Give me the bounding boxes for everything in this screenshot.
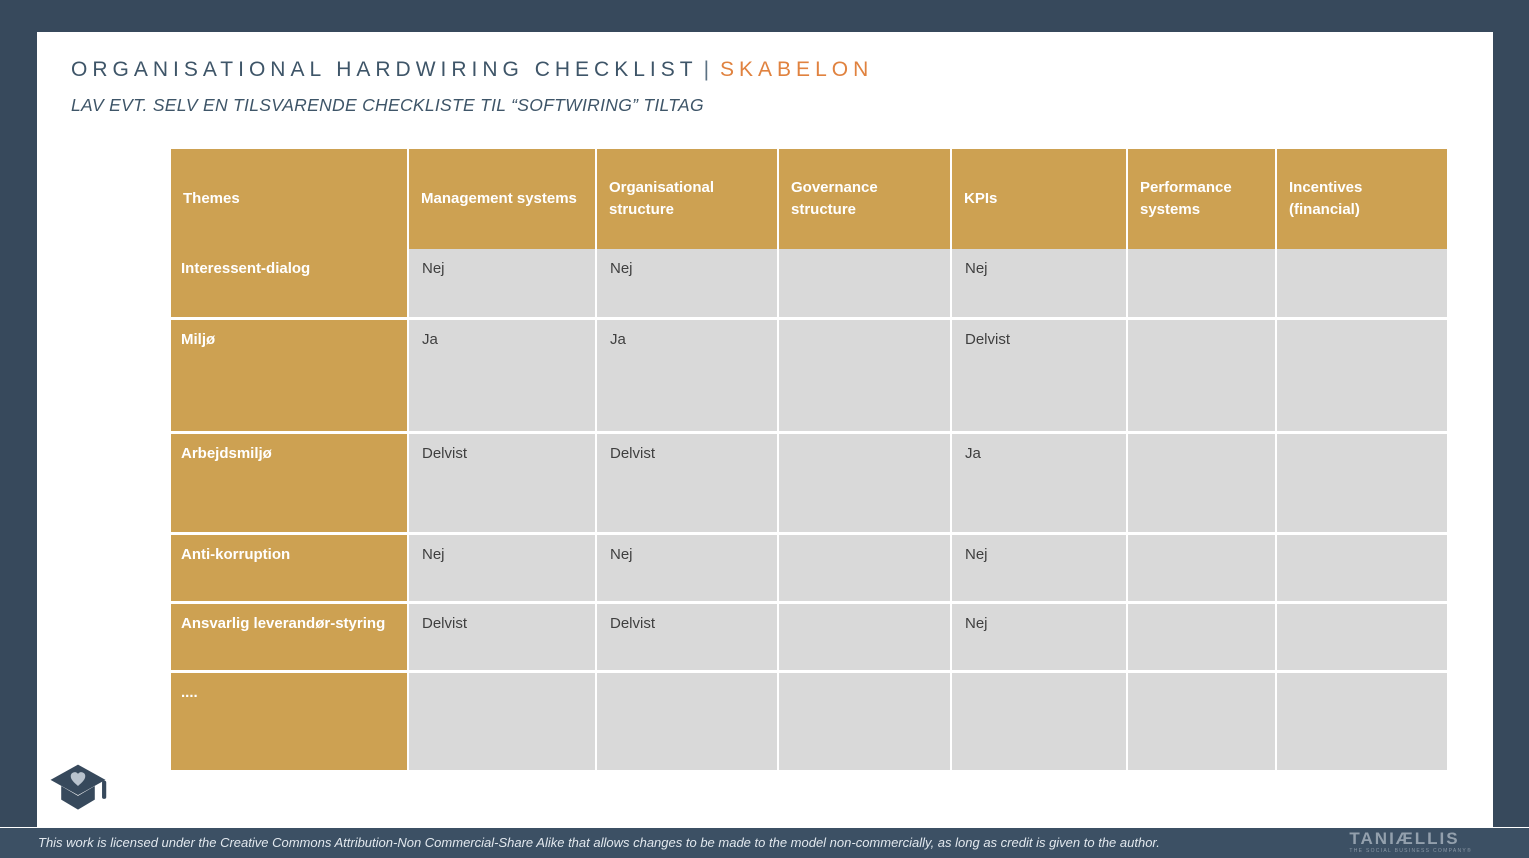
table-header-row: Themes Management systems Organisational…	[171, 149, 1447, 249]
row-label-ansvarlig-leverandor-styring: Ansvarlig leverandør-styring	[171, 604, 409, 673]
table-row: Interessent-dialog Nej Nej Nej	[171, 249, 1447, 320]
title-main: ORGANISATIONAL HARDWIRING CHECKLIST	[71, 58, 698, 81]
table-row: ....	[171, 673, 1447, 770]
table-cell	[779, 673, 952, 770]
column-header-kpis: KPIs	[952, 149, 1128, 249]
table-cell: Delvist	[597, 434, 779, 535]
row-label-miljo: Miljø	[171, 320, 409, 434]
row-label-arbejdsmiljo: Arbejdsmiljø	[171, 434, 409, 535]
table-cell	[779, 249, 952, 320]
table-cell	[779, 320, 952, 434]
table-cell	[1277, 320, 1447, 434]
column-header-themes: Themes	[171, 149, 409, 249]
title-separator: |	[703, 58, 715, 81]
column-header-management-systems: Management systems	[409, 149, 597, 249]
table-cell	[597, 673, 779, 770]
column-header-performance-systems: Performance systems	[1128, 149, 1277, 249]
table-cell	[1277, 535, 1447, 604]
brand-name: TANIÆLLIS	[1349, 829, 1460, 848]
hardwiring-checklist-table: Themes Management systems Organisational…	[171, 149, 1447, 770]
table-cell	[1128, 535, 1277, 604]
table-cell	[409, 673, 597, 770]
graduation-cap-heart-icon	[49, 760, 107, 818]
table-cell: Ja	[409, 320, 597, 434]
footer-bar: This work is licensed under the Creative…	[0, 827, 1529, 858]
row-label-interessent-dialog: Interessent-dialog	[171, 249, 409, 320]
table-cell	[779, 535, 952, 604]
table-cell: Nej	[597, 535, 779, 604]
table-cell	[779, 434, 952, 535]
table-cell	[1128, 249, 1277, 320]
table-cell	[779, 604, 952, 673]
page-title: ORGANISATIONAL HARDWIRING CHECKLIST | SKAB…	[71, 58, 873, 82]
table-cell: Nej	[597, 249, 779, 320]
table-cell: Nej	[952, 249, 1128, 320]
row-label-ellipsis: ....	[171, 673, 409, 770]
slide-subtitle: LAV EVT. SELV EN TILSVARENDE CHECKLISTE …	[71, 95, 704, 115]
table-cell	[1277, 249, 1447, 320]
brand-tagline: THE SOCIAL BUSINESS COMPANY®	[1349, 848, 1472, 854]
table-row: Arbejdsmiljø Delvist Delvist Ja	[171, 434, 1447, 535]
column-header-organisational-structure: Organisational structure	[597, 149, 779, 249]
table-cell: Delvist	[409, 604, 597, 673]
table-row: Miljø Ja Ja Delvist	[171, 320, 1447, 434]
license-text: This work is licensed under the Creative…	[38, 835, 1160, 850]
table-cell: Nej	[409, 535, 597, 604]
table-cell: Ja	[952, 434, 1128, 535]
taniaellis-logo: TANIÆLLIS THE SOCIAL BUSINESS COMPANY®	[1349, 829, 1472, 855]
table-cell	[1277, 673, 1447, 770]
table-cell	[1128, 320, 1277, 434]
column-header-incentives: Incentives (financial)	[1277, 149, 1447, 249]
table-cell	[1128, 604, 1277, 673]
table-cell: Nej	[409, 249, 597, 320]
title-highlight: SKABELON	[720, 58, 874, 81]
table-cell: Nej	[952, 604, 1128, 673]
table-cell	[1277, 604, 1447, 673]
table-cell: Delvist	[409, 434, 597, 535]
table-row: Anti-korruption Nej Nej Nej	[171, 535, 1447, 604]
table-cell	[1128, 673, 1277, 770]
table-cell: Delvist	[952, 320, 1128, 434]
table-row: Ansvarlig leverandør-styring Delvist Del…	[171, 604, 1447, 673]
column-header-governance-structure: Governance structure	[779, 149, 952, 249]
table-cell: Delvist	[597, 604, 779, 673]
row-label-anti-korruption: Anti-korruption	[171, 535, 409, 604]
table-cell: Nej	[952, 535, 1128, 604]
table-cell	[952, 673, 1128, 770]
table-cell	[1277, 434, 1447, 535]
slide-canvas: ORGANISATIONAL HARDWIRING CHECKLIST | SKAB…	[37, 32, 1493, 827]
table-cell	[1128, 434, 1277, 535]
table-cell: Ja	[597, 320, 779, 434]
